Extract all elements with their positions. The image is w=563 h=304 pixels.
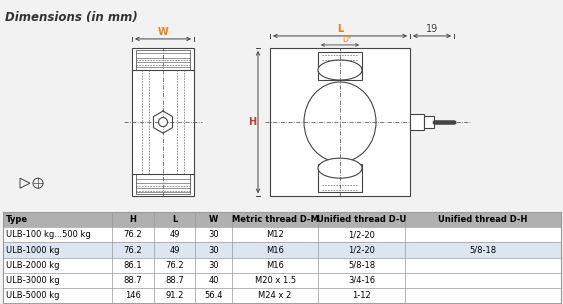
Bar (3, 273, 561, 288)
Text: ULB-100 kg...500 kg: ULB-100 kg...500 kg (6, 230, 91, 239)
Text: 30: 30 (208, 230, 219, 239)
Text: 146: 146 (125, 291, 141, 300)
Text: Dimensions (in mm): Dimensions (in mm) (5, 11, 137, 24)
Bar (3, 288, 561, 303)
Circle shape (159, 118, 168, 126)
Text: 5/8-18: 5/8-18 (470, 246, 497, 254)
Bar (136, 50, 190, 70)
Text: M20 x 1.5: M20 x 1.5 (254, 276, 296, 285)
Text: 91.2: 91.2 (166, 291, 184, 300)
Text: 30: 30 (208, 246, 219, 254)
Text: W: W (158, 27, 168, 37)
Bar (270, 48, 410, 196)
Text: L: L (172, 215, 177, 224)
Text: Unified thread D-H: Unified thread D-H (439, 215, 528, 224)
Bar (424, 116, 434, 128)
Text: ULB-5000 kg: ULB-5000 kg (6, 291, 59, 300)
Text: ULB-2000 kg: ULB-2000 kg (6, 261, 59, 270)
Text: 30: 30 (208, 261, 219, 270)
Text: Unified thread D-U: Unified thread D-U (317, 215, 406, 224)
Text: 76.2: 76.2 (123, 246, 142, 254)
Text: 49: 49 (169, 230, 180, 239)
Bar (132, 48, 194, 196)
Text: 5/8-18: 5/8-18 (348, 261, 375, 270)
Text: M16: M16 (266, 246, 284, 254)
Text: D°: D° (342, 35, 352, 44)
Text: W: W (209, 215, 218, 224)
Bar (318, 164, 362, 192)
Text: 1-12: 1-12 (352, 291, 371, 300)
Text: 88.7: 88.7 (123, 276, 142, 285)
Text: Metric thread D-M: Metric thread D-M (231, 215, 319, 224)
Text: ULB-3000 kg: ULB-3000 kg (6, 276, 59, 285)
Bar (3, 243, 561, 258)
Text: Type: Type (6, 215, 28, 224)
Text: 1/2-20: 1/2-20 (348, 230, 375, 239)
Bar (3, 212, 561, 227)
Text: M12: M12 (266, 230, 284, 239)
Text: 3/4-16: 3/4-16 (348, 276, 375, 285)
Ellipse shape (318, 158, 362, 178)
Text: M24 x 2: M24 x 2 (258, 291, 292, 300)
Text: 49: 49 (169, 246, 180, 254)
Bar (318, 52, 362, 80)
Text: 56.4: 56.4 (204, 291, 223, 300)
Bar (136, 174, 190, 194)
Text: H: H (129, 215, 136, 224)
Text: 76.2: 76.2 (123, 230, 142, 239)
Ellipse shape (304, 82, 376, 162)
Ellipse shape (318, 60, 362, 80)
Text: 76.2: 76.2 (165, 261, 184, 270)
Text: 19: 19 (426, 24, 438, 34)
Bar (410, 114, 424, 130)
Text: ULB-1000 kg: ULB-1000 kg (6, 246, 59, 254)
Text: 40: 40 (208, 276, 219, 285)
Text: H: H (248, 117, 256, 127)
Text: M16: M16 (266, 261, 284, 270)
Bar (3, 258, 561, 273)
Text: 1/2-20: 1/2-20 (348, 246, 375, 254)
Bar (3, 227, 561, 243)
Text: 86.1: 86.1 (123, 261, 142, 270)
Text: 88.7: 88.7 (165, 276, 184, 285)
Text: L: L (337, 24, 343, 34)
